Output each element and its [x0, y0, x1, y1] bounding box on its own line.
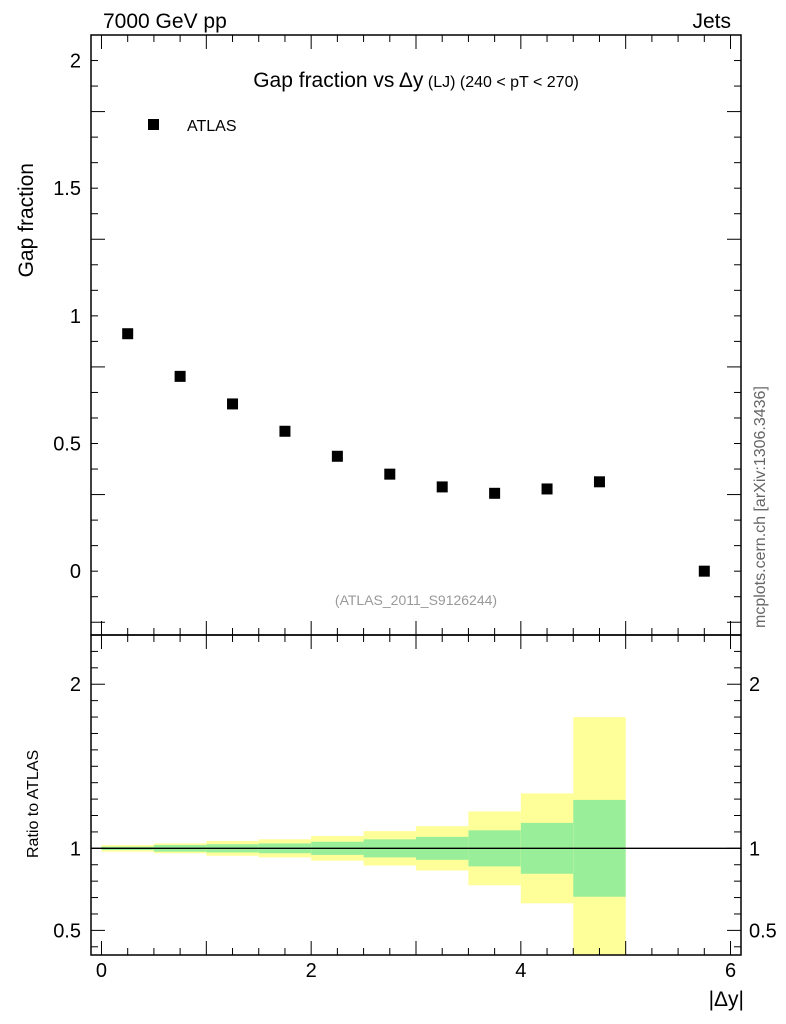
title-range: (240 < pT < 270) [460, 74, 579, 91]
main-ylabel: Gap fraction [15, 163, 38, 277]
x-tick-label: 6 [725, 960, 736, 982]
data-point [331, 450, 343, 462]
y-tick-label: 1 [70, 306, 81, 328]
data-point [279, 425, 291, 437]
plot-frame [90, 634, 742, 956]
legend-marker-atlas [148, 119, 159, 130]
y-tick-label-right: 0.5 [749, 920, 777, 942]
x-tick-label: 4 [515, 960, 526, 982]
plot-title: Gap fraction vs Δy (LJ) (240 < pT < 270) [253, 69, 579, 92]
data-point [384, 468, 396, 480]
x-tick-label: 2 [306, 960, 317, 982]
title-main: Gap fraction vs [253, 69, 394, 92]
data-point [122, 328, 134, 340]
data-point [174, 370, 186, 382]
y-tick-label: 2 [70, 51, 81, 73]
analysis-label: (ATLAS_2011_S9126244) [335, 592, 497, 608]
y-tick-label-left: 2 [70, 674, 81, 696]
y-tick-label-right: 1 [749, 838, 760, 860]
y-tick-label-left: 0.5 [53, 920, 81, 942]
ratio-ylabel: Ratio to ATLAS [25, 750, 42, 858]
data-point [436, 481, 448, 493]
y-tick-label-left: 1 [70, 838, 81, 860]
data-point [227, 398, 239, 410]
energy-label: 7000 GeV pp [103, 10, 227, 33]
xlabel: |Δy| [709, 988, 744, 1011]
title-sub: (LJ) [428, 74, 456, 91]
side-label: mcplots.cern.ch [arXiv:1306.3436] [752, 386, 769, 628]
title-delta: Δy [399, 69, 424, 92]
data-point [541, 483, 553, 495]
ratio-plot: 0.5 0.5 1 1 2 2 0 2 4 6 [53, 634, 777, 982]
category-label: Jets [692, 10, 731, 33]
legend-label-atlas: ATLAS [187, 118, 237, 135]
data-point [489, 487, 501, 499]
data-point [698, 565, 710, 577]
y-tick-label: 1.5 [53, 178, 81, 200]
main-plot: 0 0.5 1 1.5 2 Gap fraction vs Δy (LJ) (240 <… [53, 34, 742, 636]
y-tick-label: 0 [70, 561, 81, 583]
y-tick-label-right: 2 [749, 674, 760, 696]
y-tick-label: 0.5 [53, 434, 81, 456]
x-tick-label: 0 [96, 960, 107, 982]
legend: ATLAS [148, 118, 237, 135]
data-point [593, 476, 605, 488]
